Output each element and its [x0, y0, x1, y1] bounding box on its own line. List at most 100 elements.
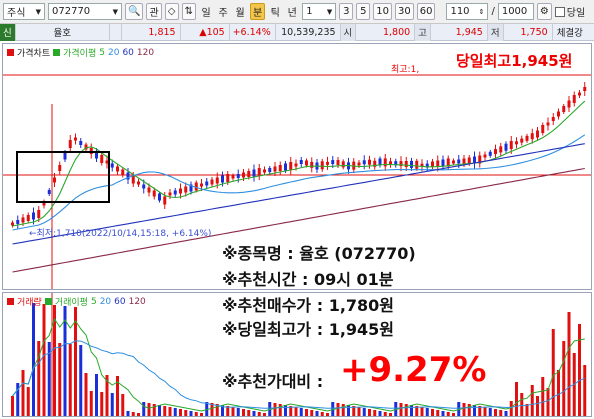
- stock-code-input[interactable]: 072770 ▼: [48, 3, 122, 20]
- candle-body: [525, 135, 529, 141]
- period-tick[interactable]: 틱: [270, 8, 280, 19]
- candle-body: [173, 190, 177, 195]
- period-month[interactable]: 월: [235, 8, 245, 19]
- volume-bar: [121, 394, 125, 416]
- price-chart-panel[interactable]: 가격차트 가격이평 5 20 60 120 최고:1, 당일최고1,945원 ←…: [2, 43, 592, 290]
- volume-bar: [315, 411, 319, 416]
- minute-30-button[interactable]: 30: [394, 3, 414, 20]
- ma60-line: [12, 143, 585, 245]
- credit-badge: 신: [0, 23, 16, 41]
- volume-bar: [95, 374, 98, 416]
- minute-60-button[interactable]: 60: [416, 3, 436, 20]
- interval-select[interactable]: 1 ▼: [302, 3, 337, 20]
- period-minute[interactable]: 분: [250, 3, 266, 20]
- volume-bar: [173, 408, 177, 416]
- volume-bar: [310, 410, 314, 416]
- period-day[interactable]: 일: [201, 8, 211, 19]
- volume-bar: [116, 376, 119, 416]
- candle-body: [179, 188, 182, 194]
- volume-bar: [347, 405, 350, 416]
- count-stepper[interactable]: 110 ⇕: [446, 3, 489, 20]
- volume-bar: [221, 405, 224, 416]
- volume-bar: [483, 407, 487, 416]
- candle-body: [368, 159, 371, 165]
- candle-body: [299, 160, 303, 165]
- candle-body: [231, 175, 235, 179]
- candle-body: [226, 174, 230, 182]
- volume-bar: [446, 412, 450, 416]
- volume-bar: [389, 413, 392, 416]
- period-week[interactable]: 주: [218, 8, 228, 19]
- candle-body: [53, 177, 56, 183]
- volume-bar: [242, 409, 245, 416]
- gain-percent: +9.27%: [340, 350, 487, 390]
- volume-bar: [37, 341, 41, 416]
- settings-button[interactable]: ⚙: [536, 3, 552, 20]
- overlay-vs-recommend: ※추천가대비 :: [222, 372, 324, 391]
- period-year[interactable]: 년: [287, 8, 297, 19]
- candle-body: [499, 146, 503, 153]
- candle-body: [494, 149, 497, 155]
- candle-body: [457, 159, 461, 164]
- candle-body: [105, 160, 109, 164]
- up-down-icon: ⇅: [184, 6, 194, 17]
- overlay-today-high: ※당일최고가 : 1,945원: [222, 320, 395, 339]
- volume-bar: [194, 412, 198, 416]
- volume-bar: [263, 413, 266, 416]
- volume-bar: [68, 344, 72, 416]
- volume-bar: [131, 412, 135, 416]
- total-count-field[interactable]: 1000: [497, 3, 534, 20]
- volume-bar: [289, 406, 293, 416]
- legend-price-chart: 가격차트: [17, 49, 51, 59]
- price-legend: 가격차트 가격이평 5 20 60 120: [7, 46, 154, 59]
- candle-body: [362, 160, 366, 165]
- volume-bar: [341, 404, 345, 416]
- candle-body: [467, 157, 471, 164]
- volume-chart-panel[interactable]: 거래량 거래이평 5 20 60 120: [2, 292, 592, 417]
- candle-body: [152, 190, 156, 197]
- volume-bar: [567, 312, 571, 416]
- candle-body: [530, 133, 534, 140]
- volume-bar: [257, 412, 261, 416]
- volume-bar: [525, 404, 529, 416]
- today-checkbox[interactable]: 당일: [554, 4, 585, 19]
- candle-body: [121, 169, 125, 176]
- candle-body: [278, 165, 282, 171]
- interest-button[interactable]: 관: [146, 3, 162, 20]
- high-price: 1,945: [431, 23, 488, 41]
- chevron-down-icon: ▼: [35, 7, 41, 16]
- volume-chart-svg: [3, 293, 591, 416]
- search-button[interactable]: 🔍: [125, 3, 144, 20]
- candle-body: [289, 162, 293, 170]
- minute-10-button[interactable]: 10: [373, 3, 392, 20]
- minute-5-button[interactable]: 5: [356, 3, 371, 20]
- volume-bar: [331, 402, 335, 416]
- market-select[interactable]: 주식 ▼: [3, 3, 45, 20]
- minute-3-button[interactable]: 3: [339, 3, 354, 20]
- option-button[interactable]: ◇: [164, 3, 179, 20]
- volume-bar: [63, 306, 67, 416]
- candle-body: [168, 192, 172, 196]
- volume-bar: [399, 403, 403, 416]
- legend-marker-icon: [44, 298, 52, 305]
- candle-body: [425, 163, 429, 168]
- up-down-stepper[interactable]: ⇅: [181, 3, 197, 20]
- volume-bar: [142, 402, 146, 416]
- volume-bar: [357, 407, 361, 416]
- candle-body: [221, 175, 224, 183]
- candle-body: [305, 160, 308, 166]
- price-chart-svg: [3, 44, 591, 289]
- volume-bar: [452, 413, 455, 416]
- candle-body: [32, 212, 35, 220]
- volume-bar: [105, 375, 109, 416]
- candle-body: [583, 87, 587, 91]
- volume-bar: [410, 405, 413, 416]
- candle-body: [520, 138, 524, 143]
- candle-body: [184, 186, 188, 193]
- volume-bar: [226, 406, 230, 416]
- volume-bar: [147, 403, 151, 416]
- execution-tab[interactable]: 체결강: [556, 28, 583, 39]
- vma5-line: [12, 317, 585, 412]
- volume-bar: [11, 396, 14, 416]
- candle-body: [284, 163, 287, 171]
